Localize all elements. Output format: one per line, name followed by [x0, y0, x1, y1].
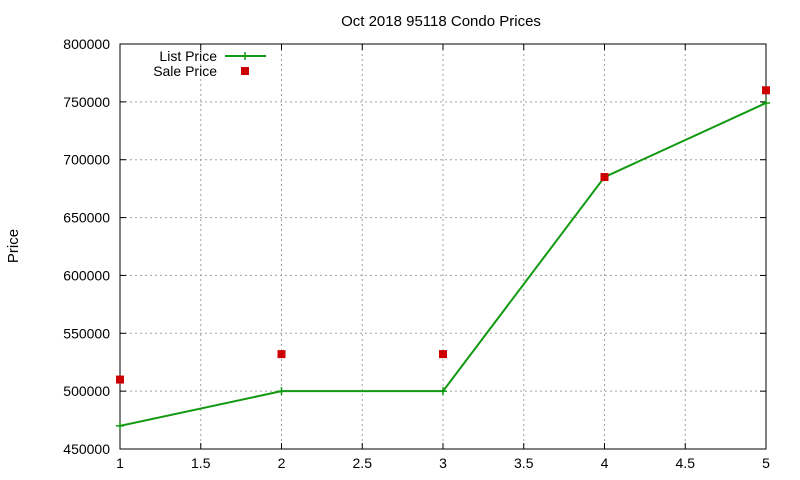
- y-tick-label: 800000: [63, 36, 110, 52]
- x-tick-label: 3.5: [514, 455, 534, 471]
- chart-title: Oct 2018 95118 Condo Prices: [341, 13, 541, 30]
- list-price-point: [116, 421, 124, 430]
- y-axis-label: Price: [5, 229, 22, 263]
- sale-price-point: [600, 173, 609, 182]
- x-tick-label: 4: [601, 455, 609, 471]
- x-tick-label: 4.5: [676, 455, 696, 471]
- sale-price-point: [116, 375, 124, 384]
- x-tick-label: 5: [762, 455, 770, 471]
- x-tick-label: 1.5: [191, 455, 211, 471]
- y-tick-label: 650000: [63, 210, 110, 226]
- y-tick-label: 550000: [63, 325, 110, 341]
- legend-label: List Price: [159, 48, 217, 64]
- y-tick-label: 600000: [63, 267, 110, 283]
- series-layer: [116, 86, 770, 430]
- y-tick-label: 700000: [63, 152, 110, 168]
- y-tick-label: 750000: [63, 94, 110, 110]
- sale-price-point: [762, 86, 770, 95]
- x-tick-label: 3: [439, 455, 447, 471]
- legend-square-marker: [241, 67, 249, 75]
- legend-plus-marker: [241, 52, 249, 60]
- axis-ticks: 1 1.5 2 2.5 3 3.5 4 4.5 5 450000 500000 550000 60000…: [63, 36, 770, 471]
- x-tick-label: 2: [278, 455, 286, 471]
- list-price-point: [439, 387, 447, 396]
- list-price-point: [762, 99, 770, 108]
- y-tick-label: 500000: [63, 383, 110, 399]
- y-tick-label: 450000: [63, 441, 110, 457]
- sale-price-point: [277, 350, 286, 359]
- list-price-point: [277, 387, 286, 396]
- legend-label: Sale Price: [153, 63, 217, 79]
- sale-price-point: [439, 350, 447, 359]
- x-tick-label: 1: [116, 455, 124, 471]
- x-tick-label: 2.5: [353, 455, 373, 471]
